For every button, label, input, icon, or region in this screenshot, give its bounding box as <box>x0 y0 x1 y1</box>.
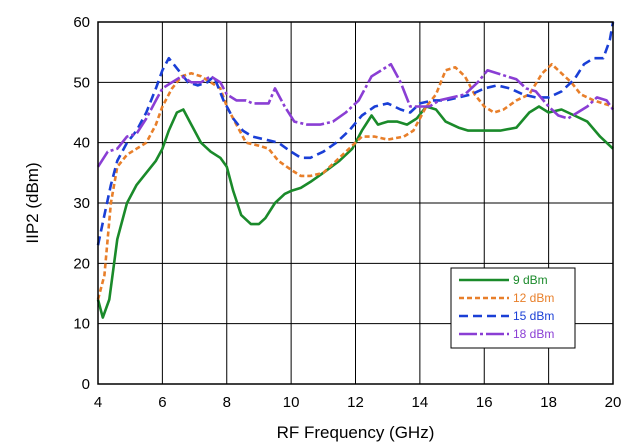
y-tick-label: 10 <box>73 316 90 333</box>
x-axis-title: RF Frequency (GHz) <box>277 423 435 442</box>
series-line-3 <box>96 62 615 168</box>
y-tick-label: 50 <box>73 74 90 91</box>
x-tick-label: 6 <box>158 394 166 411</box>
series-line-2 <box>96 21 615 246</box>
x-tick-label: 20 <box>605 394 622 411</box>
series-line-0 <box>96 105 614 319</box>
series-line-1 <box>96 62 614 300</box>
y-tick-label: 40 <box>73 135 90 152</box>
plot-area-frame <box>97 21 614 385</box>
tick-labels: 4 6 8 10 12 14 16 18 20 0 10 20 30 40 50 60 <box>73 14 621 411</box>
x-tick-label: 4 <box>94 394 102 411</box>
y-tick-label: 30 <box>73 195 90 212</box>
y-tick-label: 60 <box>73 14 90 31</box>
x-tick-label: 12 <box>347 394 364 411</box>
y-tick-label: 20 <box>73 255 90 272</box>
x-tick-label: 18 <box>540 394 557 411</box>
x-tick-label: 16 <box>476 394 493 411</box>
y-tick-label: 0 <box>82 376 90 393</box>
x-tick-label: 14 <box>412 394 429 411</box>
legend-label-2: 15 dBm <box>513 309 554 323</box>
legend-label-3: 18 dBm <box>513 327 554 341</box>
x-tick-label: 8 <box>223 394 231 411</box>
series-lines <box>96 21 615 319</box>
x-tick-label: 10 <box>283 394 300 411</box>
legend: 9 dBm 12 dBm 15 dBm 18 dBm <box>450 267 576 349</box>
legend-label-1: 12 dBm <box>513 291 554 305</box>
legend-label-0: 9 dBm <box>513 273 548 287</box>
y-axis-title: IIP2 (dBm) <box>23 162 42 243</box>
